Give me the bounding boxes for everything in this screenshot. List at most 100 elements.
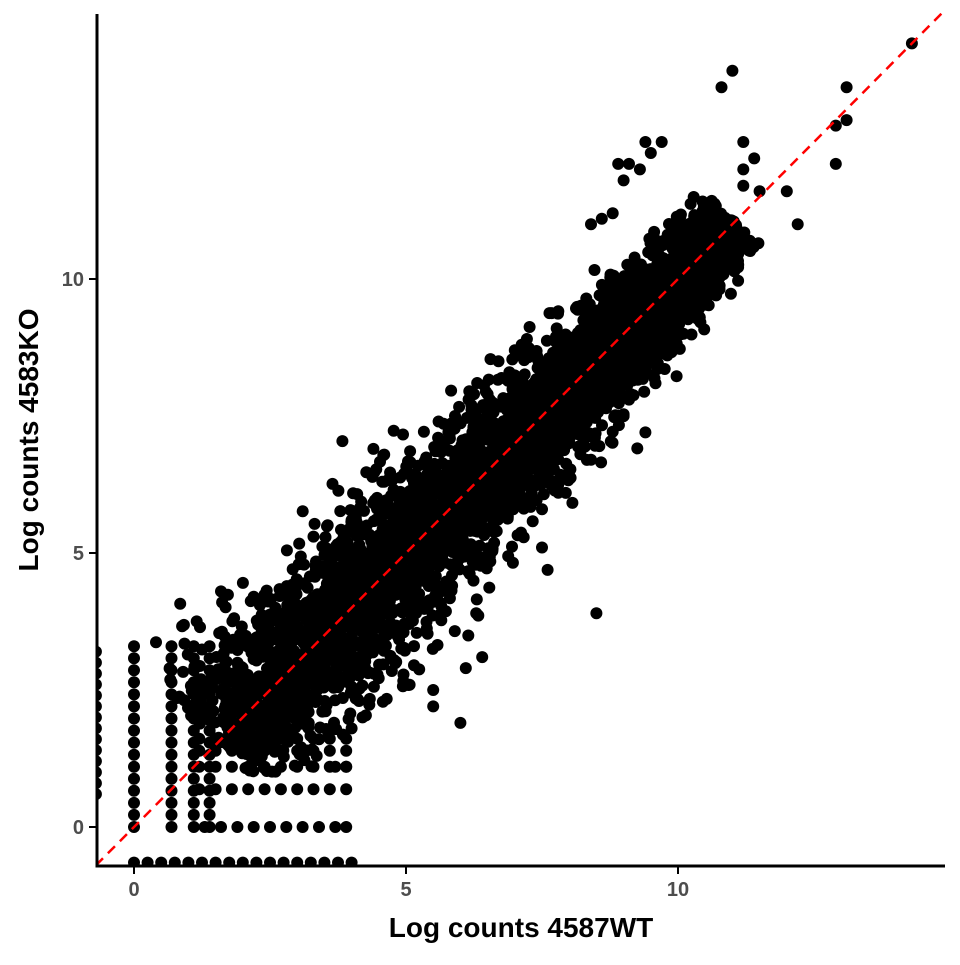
data-point	[321, 520, 333, 533]
data-point	[187, 748, 200, 761]
outlier-point	[693, 311, 706, 324]
outlier-point	[737, 136, 750, 148]
data-point	[526, 515, 539, 528]
outlier-point	[427, 700, 440, 713]
data-point	[410, 626, 423, 639]
data-point	[595, 456, 608, 469]
data-point	[445, 489, 458, 502]
data-point	[658, 318, 671, 331]
data-point	[293, 537, 306, 550]
outlier-point	[639, 136, 652, 148]
data-point	[631, 289, 644, 302]
data-point	[329, 821, 342, 833]
data-point	[225, 744, 238, 757]
data-point	[270, 696, 283, 709]
data-point	[687, 191, 700, 203]
outlier-point	[465, 399, 478, 411]
data-point	[349, 654, 362, 667]
data-point	[128, 724, 140, 737]
data-point	[547, 346, 560, 359]
data-point	[713, 279, 726, 292]
data-point	[245, 681, 258, 694]
outlier-point	[595, 212, 608, 225]
data-point	[328, 716, 340, 729]
data-point	[518, 449, 531, 462]
x-tick-label: 0	[128, 879, 139, 901]
data-point	[236, 576, 249, 589]
outlier-point	[617, 410, 630, 422]
data-point	[565, 429, 578, 442]
data-point	[641, 275, 654, 288]
data-point	[418, 545, 431, 557]
data-point	[474, 507, 487, 520]
data-point	[247, 653, 260, 666]
data-point	[655, 335, 668, 348]
data-point	[165, 808, 178, 821]
data-point	[177, 665, 190, 678]
data-point	[320, 651, 333, 664]
data-point	[203, 784, 216, 797]
data-point	[242, 783, 255, 796]
data-point	[311, 693, 324, 706]
data-point	[352, 669, 365, 682]
data-point	[128, 652, 140, 665]
y-tick-label: 5	[73, 543, 84, 565]
data-point	[187, 784, 200, 797]
data-point	[339, 558, 352, 570]
data-point	[295, 604, 307, 617]
outlier-point	[329, 760, 342, 773]
data-point	[486, 542, 499, 555]
data-point	[407, 596, 420, 608]
data-point	[369, 603, 382, 616]
data-point	[552, 305, 565, 318]
data-point	[674, 211, 687, 224]
data-point	[284, 597, 297, 610]
data-point	[280, 821, 293, 833]
data-point	[631, 442, 644, 455]
data-point	[363, 698, 376, 711]
data-point	[404, 445, 417, 458]
data-point	[338, 675, 351, 688]
data-point	[371, 618, 384, 631]
data-point	[371, 491, 384, 504]
data-point	[236, 856, 249, 866]
data-point	[187, 736, 200, 749]
data-point	[283, 661, 296, 674]
outlier-point	[633, 163, 646, 176]
data-point	[470, 410, 482, 423]
data-point	[573, 381, 586, 394]
data-point	[128, 664, 140, 677]
data-point	[376, 524, 389, 537]
data-point	[445, 384, 458, 397]
outlier-point	[307, 530, 320, 543]
data-point	[532, 421, 545, 434]
data-point	[381, 588, 393, 601]
data-point	[621, 319, 634, 332]
data-point	[394, 485, 407, 498]
data-point	[529, 462, 542, 475]
data-point	[376, 695, 389, 708]
data-point	[303, 659, 316, 672]
data-point	[168, 856, 181, 866]
data-point	[187, 676, 200, 689]
data-point	[540, 334, 553, 347]
data-point	[523, 321, 536, 333]
outlier-point	[503, 366, 516, 379]
data-point	[447, 461, 460, 474]
data-point	[150, 636, 162, 649]
outlier-point	[639, 426, 652, 439]
data-point	[296, 821, 309, 833]
data-point	[573, 366, 586, 379]
data-point	[489, 525, 502, 538]
outlier-point	[590, 607, 603, 620]
outlier-point	[367, 442, 380, 455]
data-point	[492, 400, 505, 412]
data-point	[215, 821, 227, 833]
data-point	[340, 732, 353, 745]
data-point	[375, 556, 388, 568]
data-point	[250, 631, 263, 644]
data-point	[395, 642, 408, 655]
data-point	[290, 573, 303, 586]
data-point	[371, 668, 384, 681]
outlier-point	[449, 410, 461, 422]
